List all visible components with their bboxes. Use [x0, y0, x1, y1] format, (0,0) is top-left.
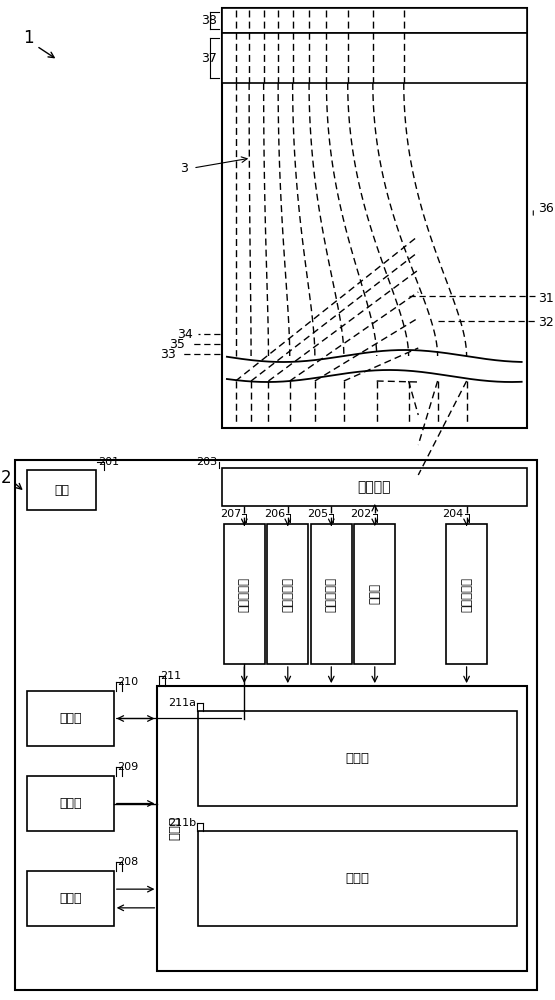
- Bar: [157, 686, 527, 971]
- Text: 209: 209: [117, 762, 138, 772]
- Text: 輸出部: 輸出部: [59, 797, 82, 810]
- Text: 211: 211: [160, 671, 181, 681]
- Bar: [268, 524, 308, 664]
- Text: 207: 207: [220, 509, 241, 519]
- Text: 電源: 電源: [54, 484, 69, 496]
- Bar: [27, 871, 114, 926]
- Text: 33: 33: [160, 348, 176, 360]
- Text: 判定部: 判定部: [345, 752, 370, 765]
- Text: 第二検測部: 第二検測部: [325, 576, 338, 611]
- Bar: [222, 468, 527, 506]
- Text: 32: 32: [538, 316, 554, 330]
- Text: 210: 210: [117, 677, 138, 687]
- Text: 第三検測部: 第三検測部: [281, 576, 294, 611]
- Bar: [222, 33, 527, 83]
- Bar: [222, 8, 527, 428]
- Text: 204: 204: [442, 509, 463, 519]
- Text: 第四検測部: 第四検測部: [238, 576, 251, 611]
- Bar: [446, 524, 487, 664]
- Text: 3: 3: [180, 161, 188, 174]
- Text: 1: 1: [23, 29, 34, 47]
- Text: 2: 2: [1, 469, 12, 487]
- Text: 37: 37: [201, 51, 217, 64]
- Text: 202: 202: [351, 509, 372, 519]
- Bar: [15, 460, 537, 990]
- Bar: [198, 831, 517, 926]
- Text: 35: 35: [169, 338, 185, 351]
- Text: 入力部: 入力部: [59, 892, 82, 905]
- Text: 211b: 211b: [168, 818, 196, 828]
- Text: 34: 34: [178, 328, 193, 340]
- Text: 光源部: 光源部: [369, 584, 381, 604]
- Bar: [27, 776, 114, 831]
- Text: 206: 206: [264, 509, 285, 519]
- Bar: [224, 524, 265, 664]
- Text: 201: 201: [98, 457, 119, 467]
- Text: 第一検測部: 第一検測部: [460, 576, 473, 611]
- Bar: [27, 691, 114, 746]
- Text: 208: 208: [117, 857, 138, 867]
- Text: 31: 31: [538, 292, 554, 304]
- Text: 211a: 211a: [168, 698, 196, 708]
- Bar: [27, 470, 97, 510]
- Bar: [198, 711, 517, 806]
- Bar: [222, 8, 527, 33]
- Text: 運算部: 運算部: [345, 872, 370, 885]
- Text: 203: 203: [196, 457, 217, 467]
- Bar: [311, 524, 351, 664]
- Text: 記録部: 記録部: [59, 712, 82, 725]
- Bar: [355, 524, 395, 664]
- Text: 制御部: 制御部: [168, 816, 181, 840]
- Text: 連絡器部: 連絡器部: [357, 480, 391, 494]
- Text: 205: 205: [307, 509, 329, 519]
- Text: 38: 38: [201, 14, 217, 27]
- Text: 36: 36: [538, 202, 554, 215]
